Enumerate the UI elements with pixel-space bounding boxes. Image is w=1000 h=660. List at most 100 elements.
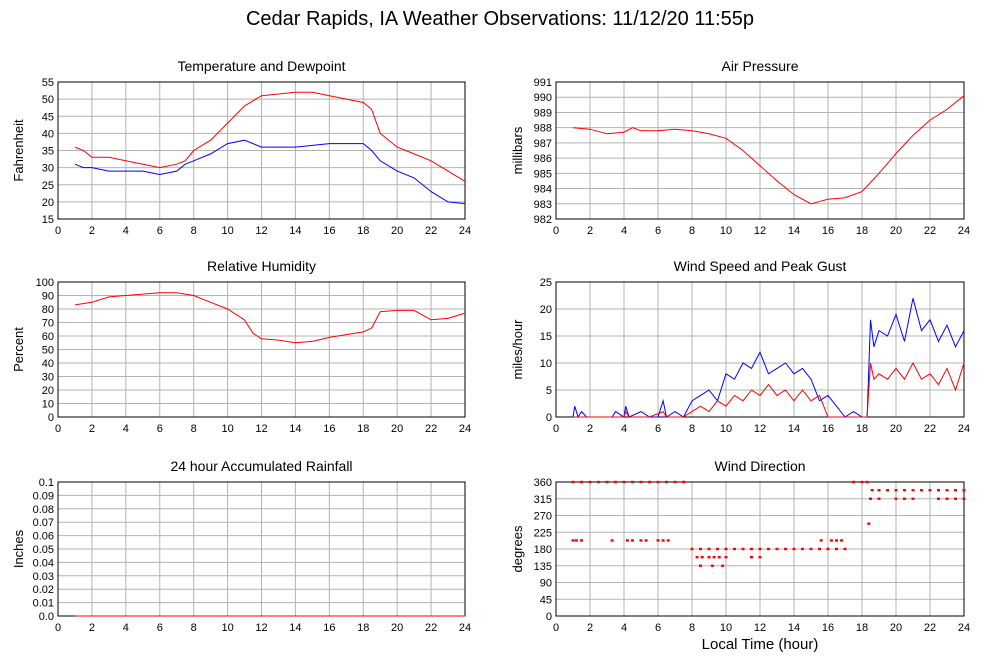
data-point bbox=[869, 497, 872, 500]
panel-title: Wind Direction bbox=[714, 458, 805, 474]
y-tick-label: 15 bbox=[540, 331, 552, 343]
y-tick-label: 0 bbox=[48, 412, 54, 424]
x-tick-label: 24 bbox=[958, 423, 970, 435]
data-point bbox=[937, 488, 940, 492]
x-axis-title: Local Time (hour) bbox=[701, 636, 819, 653]
y-tick-label: 25 bbox=[540, 277, 552, 289]
x-tick-label: 18 bbox=[357, 423, 369, 435]
x-tick-label: 20 bbox=[391, 622, 403, 634]
y-tick-label: 70 bbox=[42, 318, 54, 330]
data-point bbox=[721, 564, 725, 567]
data-point bbox=[962, 488, 966, 492]
data-point bbox=[673, 480, 677, 484]
x-tick-label: 22 bbox=[425, 622, 437, 634]
y-tick-label: 0.06 bbox=[33, 531, 54, 543]
data-point bbox=[865, 480, 869, 484]
x-tick-label: 16 bbox=[822, 423, 834, 435]
y-tick-label: 50 bbox=[42, 345, 54, 357]
data-point bbox=[945, 488, 949, 492]
x-tick-label: 12 bbox=[754, 622, 766, 634]
data-point bbox=[574, 539, 578, 542]
x-tick-label: 22 bbox=[425, 225, 437, 237]
data-point bbox=[767, 547, 770, 551]
y-tick-label: 20 bbox=[42, 385, 54, 397]
data-point bbox=[648, 480, 651, 484]
x-tick-label: 20 bbox=[890, 622, 902, 634]
data-point bbox=[656, 539, 660, 542]
y-tick-label: 5 bbox=[546, 385, 552, 397]
data-point bbox=[597, 480, 600, 484]
data-point bbox=[945, 497, 949, 500]
y-tick-label: 989 bbox=[534, 107, 552, 119]
y-tick-label: 987 bbox=[534, 138, 552, 150]
x-tick-label: 22 bbox=[425, 423, 437, 435]
y-tick-label: 40 bbox=[42, 358, 54, 370]
y-tick-label: 0.0 bbox=[39, 611, 54, 623]
data-point bbox=[707, 547, 711, 551]
x-tick-label: 4 bbox=[621, 622, 627, 634]
x-tick-label: 8 bbox=[191, 622, 197, 634]
x-tick-label: 0 bbox=[553, 423, 559, 435]
data-point bbox=[639, 480, 643, 484]
data-point bbox=[852, 480, 855, 484]
y-tick-label: 0.05 bbox=[33, 544, 54, 556]
data-point bbox=[758, 555, 762, 559]
data-point bbox=[911, 497, 915, 500]
data-point bbox=[741, 547, 745, 551]
data-point bbox=[610, 539, 614, 542]
x-tick-label: 18 bbox=[357, 225, 369, 237]
data-point bbox=[962, 497, 966, 500]
x-tick-label: 16 bbox=[323, 225, 335, 237]
data-point bbox=[580, 539, 583, 542]
data-point bbox=[835, 547, 838, 551]
data-point bbox=[571, 539, 575, 542]
data-point bbox=[699, 547, 702, 551]
x-tick-label: 16 bbox=[323, 622, 335, 634]
y-tick-label: 10 bbox=[42, 399, 54, 411]
x-tick-label: 8 bbox=[689, 225, 695, 237]
x-tick-label: 22 bbox=[924, 225, 936, 237]
data-point bbox=[843, 547, 847, 551]
data-point bbox=[733, 547, 736, 551]
data-point bbox=[682, 480, 685, 484]
y-tick-label: 0.03 bbox=[33, 571, 54, 583]
y-tick-label: 50 bbox=[42, 94, 54, 106]
data-point bbox=[690, 547, 694, 551]
y-axis-label: Percent bbox=[11, 327, 26, 372]
y-tick-label: 80 bbox=[42, 304, 54, 316]
data-point bbox=[666, 539, 670, 542]
y-tick-label: 0 bbox=[546, 611, 552, 623]
data-point bbox=[622, 480, 626, 484]
x-tick-label: 6 bbox=[655, 423, 661, 435]
x-tick-label: 2 bbox=[587, 423, 593, 435]
x-tick-label: 22 bbox=[924, 622, 936, 634]
data-point bbox=[792, 547, 796, 551]
x-tick-label: 10 bbox=[221, 622, 233, 634]
x-tick-label: 0 bbox=[553, 225, 559, 237]
y-tick-label: 225 bbox=[534, 527, 552, 539]
y-tick-label: 15 bbox=[42, 214, 54, 226]
panel-title: 24 hour Accumulated Rainfall bbox=[170, 458, 352, 474]
series-line bbox=[74, 292, 466, 344]
x-tick-label: 18 bbox=[856, 225, 868, 237]
y-tick-label: 360 bbox=[534, 477, 552, 489]
x-tick-label: 12 bbox=[255, 423, 267, 435]
x-tick-label: 4 bbox=[621, 225, 627, 237]
data-point bbox=[784, 547, 787, 551]
x-tick-label: 14 bbox=[289, 423, 301, 435]
data-point bbox=[724, 555, 728, 559]
panel-title: Relative Humidity bbox=[207, 258, 316, 274]
data-point bbox=[903, 497, 906, 500]
y-tick-label: 991 bbox=[534, 77, 552, 89]
x-tick-label: 14 bbox=[289, 225, 301, 237]
y-axis-label: millibars bbox=[510, 126, 525, 174]
data-point bbox=[809, 547, 813, 551]
y-tick-label: 30 bbox=[42, 372, 54, 384]
data-point bbox=[571, 480, 575, 484]
x-tick-label: 6 bbox=[157, 225, 163, 237]
data-point bbox=[840, 539, 844, 542]
data-point bbox=[937, 497, 940, 500]
x-tick-label: 4 bbox=[123, 225, 129, 237]
y-tick-label: 100 bbox=[36, 277, 54, 289]
